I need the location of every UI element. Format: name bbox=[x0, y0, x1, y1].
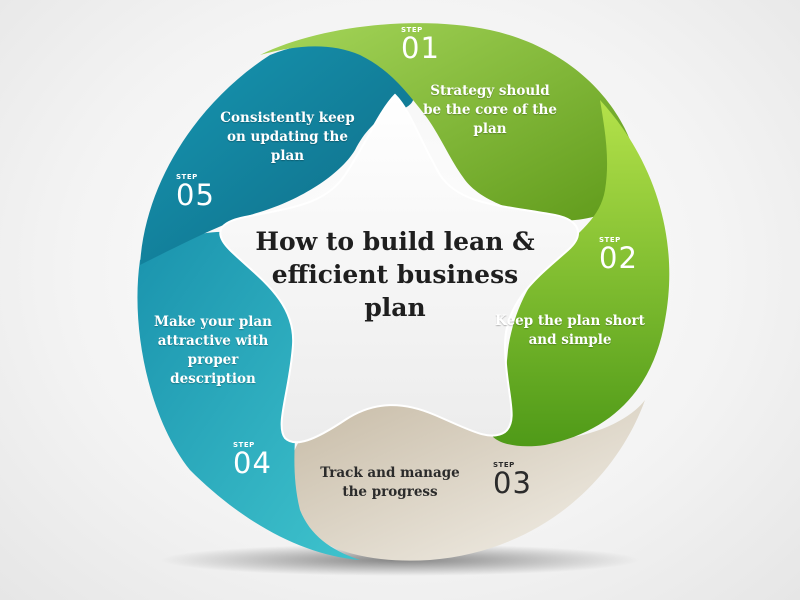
segment-step-02 bbox=[489, 100, 670, 447]
step-03-number: 03 bbox=[493, 466, 532, 500]
step-01-marker: STEP 01 bbox=[401, 26, 440, 65]
step-03-marker: STEP 03 bbox=[493, 461, 532, 500]
step-05-text: Consistently keep on updating the plan bbox=[220, 110, 355, 164]
segment-step-05 bbox=[140, 43, 415, 265]
step-01-word: STEP bbox=[401, 26, 423, 34]
step-04-number: 04 bbox=[233, 446, 272, 480]
step-05-number: 05 bbox=[176, 178, 215, 212]
step-03-word: STEP bbox=[493, 461, 515, 469]
step-03-text: Track and manage the progress bbox=[320, 465, 460, 500]
step-04-word: STEP bbox=[233, 441, 255, 449]
step-01-text: Strategy should be the core of the plan bbox=[423, 83, 557, 137]
segment-step-01 bbox=[260, 23, 636, 221]
step-02-word: STEP bbox=[599, 236, 621, 244]
step-01-number: 01 bbox=[401, 31, 440, 65]
diagram-title: How to build lean & efficient business p… bbox=[255, 227, 535, 322]
segment-step-04 bbox=[137, 231, 360, 560]
center-star bbox=[219, 93, 579, 444]
step-02-text: Keep the plan short and simple bbox=[495, 313, 645, 348]
step-02-number: 02 bbox=[599, 241, 638, 275]
step-04-marker: STEP 04 bbox=[233, 441, 272, 480]
step-05-word: STEP bbox=[176, 173, 198, 181]
step-05-marker: STEP 05 bbox=[176, 173, 215, 212]
step-04-text: Make your plan attractive with proper de… bbox=[154, 314, 272, 387]
step-02-marker: STEP 02 bbox=[599, 236, 638, 275]
